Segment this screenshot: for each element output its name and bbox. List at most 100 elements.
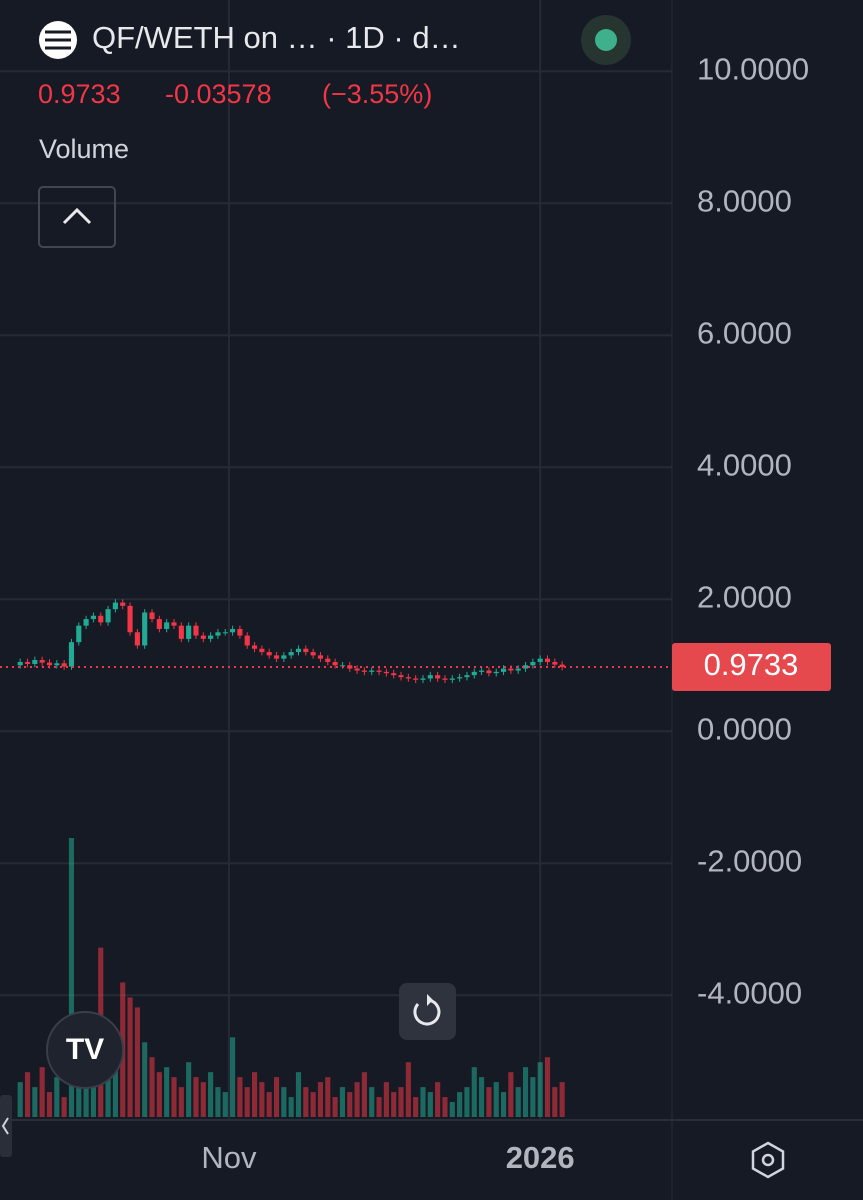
- volume-bar: [251, 1072, 258, 1117]
- candle-body: [134, 632, 140, 646]
- candle-body: [376, 670, 382, 672]
- candle-body: [464, 675, 470, 678]
- logo[interactable]: [46, 1011, 124, 1089]
- candle-body: [112, 602, 118, 610]
- last-price-tag-label: 0.9733: [704, 647, 799, 682]
- candle-body: [98, 615, 104, 623]
- candle-body: [230, 628, 236, 633]
- volume-bar: [237, 1077, 243, 1117]
- candle-body: [186, 625, 192, 639]
- volume-bar: [486, 1087, 492, 1117]
- candle-body: [200, 635, 206, 639]
- candle-body: [61, 663, 67, 667]
- volume-bar: [273, 1077, 280, 1117]
- indicator-name[interactable]: Volume: [39, 134, 129, 164]
- candle-body: [105, 609, 111, 623]
- candle-body: [559, 664, 565, 668]
- candle-body: [537, 658, 543, 662]
- candle-body: [288, 652, 294, 656]
- candle-body: [178, 625, 184, 639]
- volume-bar: [354, 1082, 360, 1117]
- volume-bar: [508, 1072, 514, 1117]
- candle-body: [266, 652, 272, 656]
- volume-bar: [442, 1097, 448, 1117]
- candle-body: [303, 648, 309, 653]
- collapse-button[interactable]: [38, 186, 116, 248]
- logo-mark: TV: [66, 1033, 104, 1066]
- symbol-title[interactable]: QF/WETH on … · 1D · d…: [92, 20, 461, 55]
- volume-bar: [530, 1077, 536, 1117]
- y-tick-label: 0.0000: [697, 711, 792, 746]
- candle-body: [164, 622, 170, 629]
- candle-body: [383, 671, 389, 674]
- candle-body: [508, 668, 514, 671]
- candle-body: [339, 665, 345, 667]
- volume-bar: [39, 1067, 45, 1117]
- candle-body: [361, 670, 367, 672]
- volume-bar: [522, 1067, 529, 1117]
- volume-bar: [83, 1067, 89, 1117]
- candle-body: [552, 661, 558, 665]
- volume-bar: [17, 1082, 23, 1117]
- candle-body: [325, 658, 331, 662]
- volume-bar: [112, 1057, 118, 1117]
- volume-bar: [398, 1087, 404, 1117]
- volume-bar: [178, 1087, 184, 1117]
- candle-body: [435, 675, 441, 679]
- volume-bar: [303, 1087, 309, 1117]
- volume-bar: [361, 1072, 367, 1117]
- volume-bar: [544, 1057, 551, 1117]
- volume-bar: [215, 1087, 221, 1117]
- volume-bar: [500, 1092, 507, 1117]
- candle-body: [244, 635, 250, 646]
- candle-body: [405, 677, 411, 679]
- volume-bar: [208, 1072, 214, 1117]
- candle-body: [479, 670, 485, 672]
- volume-bar: [317, 1082, 324, 1117]
- volume-bar: [559, 1082, 565, 1117]
- volume-bar: [435, 1082, 441, 1117]
- volume-bar: [24, 1072, 31, 1117]
- x-tick-label: Nov: [201, 1140, 257, 1175]
- volume-bar: [339, 1087, 345, 1117]
- volume-bar: [259, 1082, 265, 1117]
- volume-bar: [413, 1097, 419, 1117]
- volume-bar: [420, 1087, 426, 1117]
- reset-icon: [413, 998, 441, 1026]
- candle-body: [442, 678, 448, 680]
- volume-bar: [186, 1062, 192, 1117]
- candle-body: [156, 619, 162, 629]
- volume-bar: [156, 1072, 162, 1117]
- candle-body: [171, 622, 177, 626]
- status-dot: [595, 29, 617, 51]
- volume-bar: [295, 1072, 302, 1117]
- candle-body: [90, 615, 96, 620]
- settings-icon: [761, 1153, 775, 1167]
- volume-bar: [405, 1062, 411, 1117]
- volume-bar: [164, 1067, 170, 1117]
- candle-body: [457, 677, 463, 679]
- side-tab-icon: [1, 1117, 9, 1135]
- volume-bar: [369, 1087, 375, 1117]
- price-change: -0.03578: [165, 79, 272, 109]
- settings-button[interactable]: [751, 1141, 785, 1179]
- y-tick-label: 6.0000: [697, 315, 792, 350]
- last-price-tag: [672, 643, 831, 692]
- volume-bar: [149, 1057, 155, 1117]
- symbol-icon-lines: [45, 30, 71, 50]
- volume-bar: [266, 1092, 272, 1117]
- candle-body: [310, 652, 316, 656]
- side-tab[interactable]: [0, 1095, 12, 1157]
- candle-body: [295, 648, 302, 653]
- volume-bar: [54, 1077, 60, 1117]
- volume-bar: [222, 1092, 228, 1117]
- candle-body: [39, 659, 45, 663]
- reset-button[interactable]: [399, 983, 456, 1040]
- candle-body: [149, 612, 155, 620]
- candle-body: [76, 625, 82, 643]
- y-tick-label: 2.0000: [697, 579, 792, 614]
- candle-body: [332, 661, 338, 666]
- volume-bar: [142, 1042, 148, 1117]
- candle-body: [493, 671, 499, 674]
- volume-bar: [332, 1097, 338, 1117]
